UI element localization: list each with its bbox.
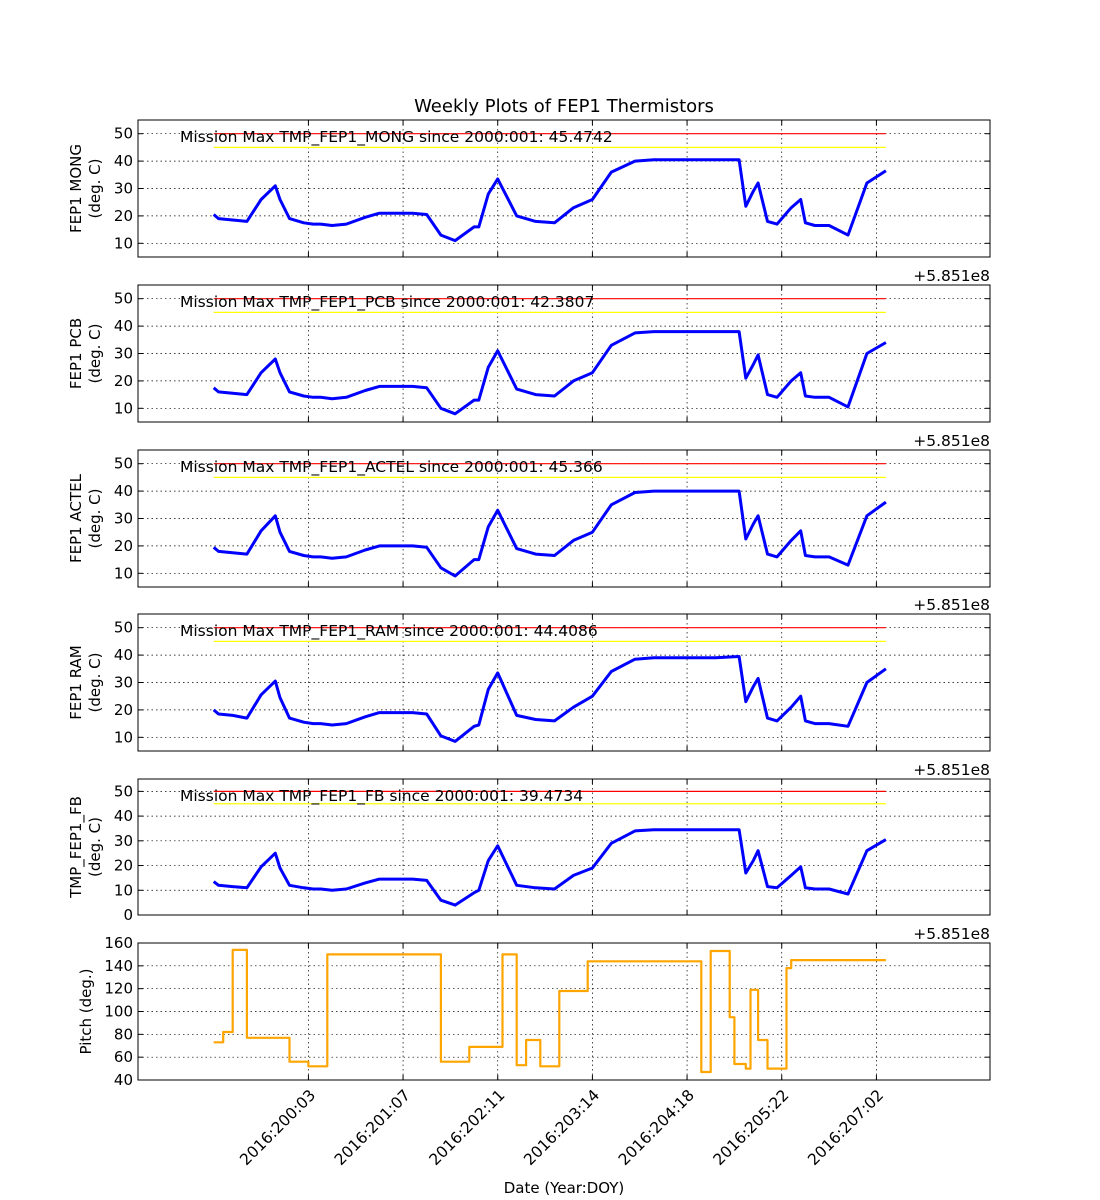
y-tick-label: 10 <box>114 881 133 899</box>
temperature-series-line <box>212 330 887 416</box>
y-tick-label: 40 <box>114 807 133 825</box>
y-tick-label: 30 <box>114 832 133 850</box>
y-axis-label-units: (deg. C) <box>86 653 104 713</box>
x-offset-label: +5.851e8 <box>913 761 990 779</box>
y-tick-label: 10 <box>114 564 133 582</box>
figure-title: Weekly Plots of FEP1 Thermistors <box>414 96 714 117</box>
y-axis-label-units: (deg. C) <box>86 159 104 219</box>
x-offset-label: +5.851e8 <box>913 925 990 943</box>
y-tick-label: 10 <box>114 399 133 417</box>
y-tick-label: 20 <box>114 701 133 719</box>
panel-1: 10 20 30 40 50 FEP1 MONG (deg. C) Mission Max T… <box>67 119 991 258</box>
x-axis-label: Date (Year:DOY) <box>504 1179 625 1197</box>
mission-max-annotation: Mission Max TMP_FEP1_RAM since 2000:001:… <box>180 622 598 641</box>
y-tick-label: 0 <box>123 906 133 924</box>
y-tick-label: 120 <box>104 980 133 998</box>
y-tick-label: 140 <box>104 957 133 975</box>
plot-area <box>138 285 990 422</box>
y-tick-label: 160 <box>104 934 133 952</box>
y-axis-label: FEP1 MONG <box>67 144 85 233</box>
y-tick-label: 40 <box>114 152 133 170</box>
y-tick-label: 30 <box>114 510 133 528</box>
y-tick-label: 30 <box>114 674 133 692</box>
plot-area <box>138 614 990 751</box>
y-tick-label: 20 <box>114 857 133 875</box>
x-offset-label: +5.851e8 <box>913 432 990 450</box>
mission-max-annotation: Mission Max TMP_FEP1_FB since 2000:001: … <box>180 787 583 806</box>
y-tick-label: 50 <box>114 125 133 143</box>
mission-max-annotation: Mission Max TMP_FEP1_MONG since 2000:001… <box>180 128 613 147</box>
mission-max-annotation: Mission Max TMP_FEP1_ACTEL since 2000:00… <box>180 458 603 477</box>
temperature-series-line <box>212 655 887 743</box>
y-tick-label: 60 <box>114 1048 133 1066</box>
panel-4: 10 20 30 40 50 FEP1 RAM (deg. C) Mission Max TM… <box>67 596 991 752</box>
y-tick-label: 10 <box>114 728 133 746</box>
y-tick-label: 10 <box>114 234 133 252</box>
x-offset-label: +5.851e8 <box>913 596 990 614</box>
y-tick-label: 40 <box>114 317 133 335</box>
y-axis-label-units: (deg. C) <box>86 817 104 877</box>
y-tick-label: 40 <box>114 482 133 500</box>
panel-5: 0 10 20 30 40 50 TMP_FEP1_FB (deg. C) Mission Ma… <box>67 761 991 924</box>
temperature-series-line <box>212 158 887 243</box>
x-offset-label: +5.851e8 <box>913 267 990 285</box>
y-axis-label: FEP1 PCB <box>67 318 85 389</box>
y-tick-label: 30 <box>114 180 133 198</box>
y-tick-label: 20 <box>114 537 133 555</box>
y-axis-label-units: (deg. C) <box>86 324 104 384</box>
y-tick-label: 50 <box>114 619 133 637</box>
y-axis-label: TMP_FEP1_FB <box>67 796 86 899</box>
y-tick-label: 100 <box>104 1003 133 1021</box>
y-tick-label: 50 <box>114 782 133 800</box>
mission-max-annotation: Mission Max TMP_FEP1_PCB since 2000:001:… <box>180 293 594 312</box>
pitch-series-line <box>213 948 886 1074</box>
y-tick-label: 40 <box>114 646 133 664</box>
y-tick-label: 50 <box>114 290 133 308</box>
panel-3: 10 20 30 40 50 FEP1 ACTEL (deg. C) Mission Max … <box>67 432 991 588</box>
plot-frame <box>137 778 991 916</box>
y-tick-label: 50 <box>114 455 133 473</box>
y-tick-label: 20 <box>114 207 133 225</box>
panel-2: 10 20 30 40 50 FEP1 PCB (deg. C) Mission Max TM… <box>67 267 991 423</box>
temperature-series-line <box>212 828 887 907</box>
plot-area <box>138 943 990 1080</box>
temperature-series-line <box>212 489 887 578</box>
y-axis-label: Pitch (deg.) <box>77 968 95 1054</box>
y-axis-label: FEP1 RAM <box>67 645 85 719</box>
y-tick-label: 30 <box>114 345 133 363</box>
y-tick-label: 80 <box>114 1025 133 1043</box>
y-tick-label: 40 <box>114 1071 133 1089</box>
y-tick-label: 20 <box>114 372 133 390</box>
y-axis-label: FEP1 ACTEL <box>67 473 85 563</box>
y-axis-label-units: (deg. C) <box>86 489 104 549</box>
